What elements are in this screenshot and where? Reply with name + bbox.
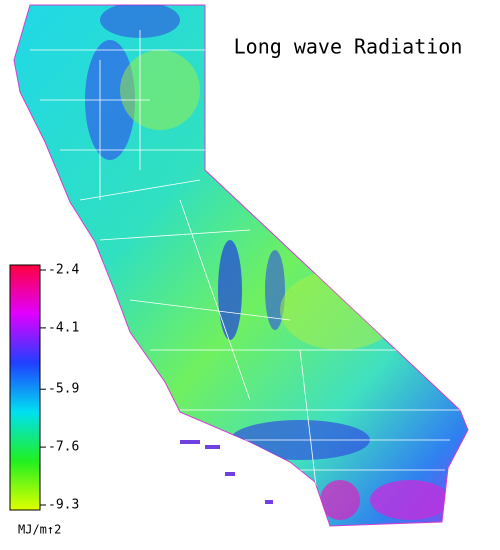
map-title: Long wave Radiation [234,35,463,59]
scale-tick-label: -7.6 [48,440,79,455]
islands [180,440,273,504]
scale-tick-label: -9.3 [48,498,79,513]
color-scale-ticks: -2.4 -4.1 -5.9 -7.6 -9.3 [40,263,79,513]
county-lines [30,30,465,521]
unit-label: MJ/m↑2 [18,523,61,537]
color-scale-bar [9,264,41,511]
california [13,4,469,527]
scale-tick-label: -5.9 [48,382,79,397]
scale-tick-label: -4.1 [48,320,79,335]
scale-tick-label: -2.4 [48,263,79,278]
